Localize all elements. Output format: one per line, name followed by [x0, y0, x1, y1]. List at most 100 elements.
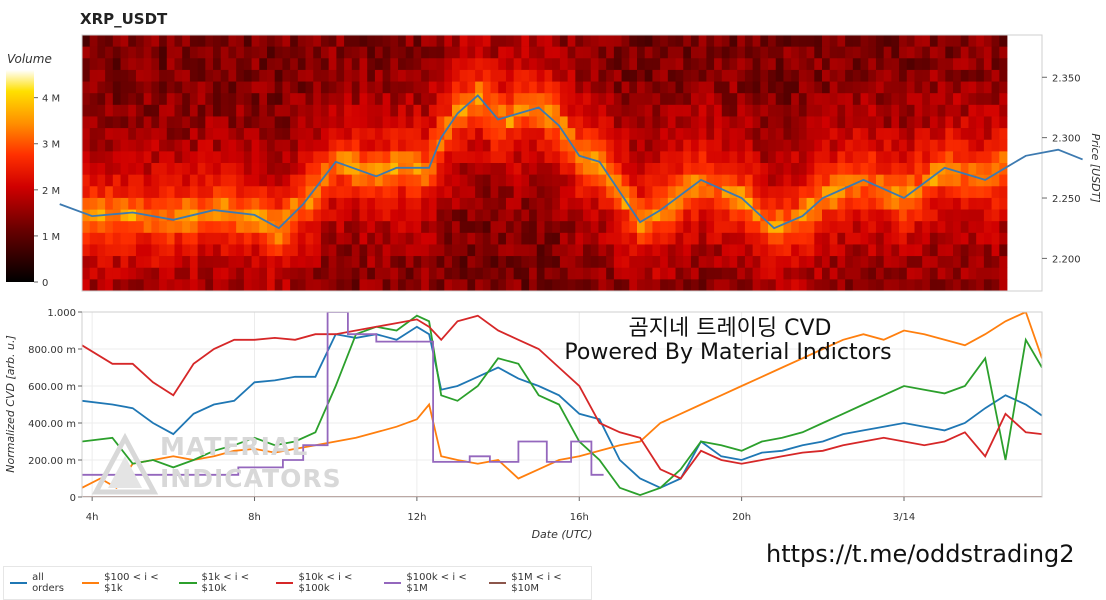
heatmap-cell: [760, 93, 769, 106]
heatmap-cell: [166, 232, 175, 245]
heatmap-cell: [159, 279, 168, 292]
heatmap-cell: [968, 267, 977, 280]
heatmap-cell: [382, 267, 391, 280]
heatmap-cell: [937, 104, 946, 117]
heatmap-cell: [929, 174, 939, 187]
heatmap-cell: [505, 256, 515, 269]
heatmap-cell: [953, 128, 962, 141]
heatmap-cell: [182, 267, 191, 280]
heatmap-cell: [336, 244, 345, 257]
heatmap-cell: [698, 81, 707, 94]
heatmap-cell: [852, 197, 861, 210]
heatmap-cell: [544, 174, 553, 187]
heatmap-cell: [105, 221, 114, 234]
heatmap-cell: [559, 69, 569, 82]
heatmap-cell: [637, 209, 646, 222]
heatmap-cell: [328, 128, 337, 141]
heatmap-cell: [667, 81, 676, 94]
legend-item[interactable]: $10k < i < $100k: [276, 572, 374, 594]
heatmap-cell: [583, 209, 592, 222]
heatmap-cell: [598, 46, 607, 59]
price-line: [59, 94, 1083, 230]
heatmap-cell: [135, 232, 145, 245]
heatmap-cell: [529, 267, 538, 280]
heatmap-cell: [282, 69, 291, 82]
heatmap-cell: [883, 46, 892, 59]
heatmap-cell: [97, 221, 106, 234]
heatmap-cell: [428, 197, 437, 210]
heatmap-cell: [151, 232, 160, 245]
heatmap-cell: [228, 186, 237, 199]
heatmap-cell: [259, 58, 268, 71]
heatmap-cell: [120, 151, 129, 164]
heatmap-cell: [197, 69, 206, 82]
heatmap-cell: [452, 244, 461, 257]
heatmap-cell: [891, 69, 900, 82]
heatmap-cell: [174, 221, 183, 234]
heatmap-cell: [374, 46, 384, 59]
heatmap-cell: [521, 197, 530, 210]
heatmap-cell: [359, 232, 368, 245]
telegram-link[interactable]: https://t.me/oddstrading2: [766, 540, 1075, 568]
heatmap-cell: [999, 104, 1008, 117]
heatmap-cell: [714, 58, 723, 71]
heatmap-cell: [752, 81, 761, 94]
heatmap-cell: [968, 197, 977, 210]
heatmap-cell: [197, 244, 206, 257]
heatmap-cell: [860, 256, 869, 269]
legend-label: $10k < i < $100k: [298, 572, 353, 594]
heatmap-cell: [621, 221, 630, 234]
heatmap-cell: [760, 46, 769, 59]
heatmap-cell: [698, 244, 707, 257]
heatmap-cell: [267, 279, 276, 292]
heatmap-cell: [544, 232, 553, 245]
heatmap-cell: [290, 69, 299, 82]
heatmap-cell: [960, 163, 969, 175]
heatmap-cell: [498, 104, 507, 117]
heatmap-cell: [205, 81, 214, 94]
heatmap-cell: [613, 256, 622, 269]
heatmap-cell: [313, 256, 322, 269]
heatmap-cell: [259, 81, 268, 94]
heatmap-cell: [297, 139, 306, 152]
heatmap-cell: [505, 221, 515, 234]
heatmap-cell: [344, 104, 353, 117]
heatmap-cell: [829, 116, 838, 129]
heatmap-cell: [336, 186, 345, 199]
heatmap-cell: [351, 93, 360, 106]
logo-text-line2: INDICATORS: [160, 464, 342, 493]
heatmap-cell: [991, 174, 1000, 187]
legend-item[interactable]: $1k < i < $10k: [179, 572, 266, 594]
heatmap-cell: [606, 174, 615, 187]
heatmap-cell: [899, 104, 908, 117]
heatmap-cell: [675, 163, 684, 175]
heatmap-cell: [467, 116, 476, 129]
legend-item[interactable]: $1M < i < $10M: [489, 572, 581, 594]
heatmap-cell: [652, 69, 661, 82]
heatmap-cell: [768, 256, 777, 269]
legend-item[interactable]: $100k < i < $1M: [384, 572, 479, 594]
heatmap-cell: [135, 221, 145, 234]
heatmap-cell: [729, 279, 738, 292]
heatmap-cell: [983, 151, 992, 164]
heatmap-cell: [521, 116, 530, 129]
heatmap-cell: [613, 93, 622, 106]
heatmap-cell: [213, 244, 222, 257]
heatmap-cell: [744, 104, 754, 117]
heatmap-cell: [999, 232, 1008, 245]
heatmap-cell: [752, 174, 761, 187]
heatmap-cell: [97, 46, 106, 59]
heatmap-cell: [976, 256, 985, 269]
heatmap-cell: [644, 128, 653, 141]
heatmap-cell: [236, 197, 245, 210]
heatmap-cell: [999, 116, 1008, 129]
legend-item[interactable]: $100 < i < $1k: [81, 572, 169, 594]
heatmap-cell: [999, 93, 1008, 106]
heatmap-cell: [259, 104, 268, 117]
legend-item[interactable]: all orders: [10, 572, 72, 594]
heatmap-cell: [683, 151, 692, 164]
heatmap-cell: [791, 139, 800, 152]
heatmap-cell: [637, 69, 646, 82]
heatmap-cell: [197, 139, 206, 152]
heatmap-cell: [459, 174, 468, 187]
